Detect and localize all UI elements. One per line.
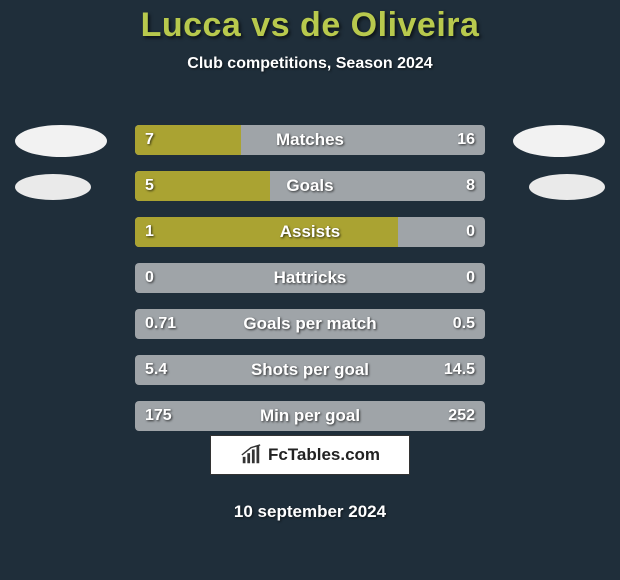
stat-row: 10Assists <box>0 210 620 256</box>
chart-icon <box>240 444 262 466</box>
stat-row: 5.414.5Shots per goal <box>0 348 620 394</box>
footer-date: 10 september 2024 <box>0 502 620 522</box>
stat-bar: 5.414.5Shots per goal <box>135 355 485 385</box>
stat-row: 0.710.5Goals per match <box>0 302 620 348</box>
footer-logo[interactable]: FcTables.com <box>210 435 410 475</box>
stat-row: 00Hattricks <box>0 256 620 302</box>
stat-label: Assists <box>135 217 485 247</box>
player-badge-right <box>513 125 605 157</box>
player-badge-left <box>15 125 107 157</box>
comparison-page: Lucca vs de Oliveira Club competitions, … <box>0 0 620 580</box>
stat-bar: 10Assists <box>135 217 485 247</box>
page-title: Lucca vs de Oliveira <box>0 0 620 45</box>
stat-label: Goals <box>135 171 485 201</box>
stat-label: Matches <box>135 125 485 155</box>
page-subtitle: Club competitions, Season 2024 <box>0 55 620 73</box>
stat-bar: 175252Min per goal <box>135 401 485 431</box>
stat-label: Hattricks <box>135 263 485 293</box>
stat-label: Min per goal <box>135 401 485 431</box>
stat-row: 716Matches <box>0 118 620 164</box>
stat-bar: 0.710.5Goals per match <box>135 309 485 339</box>
stat-label: Shots per goal <box>135 355 485 385</box>
stat-bar: 00Hattricks <box>135 263 485 293</box>
footer-logo-text: FcTables.com <box>268 445 380 465</box>
comparison-chart: 716Matches 58Goals 10Assists 00Hattricks 0.7… <box>0 118 620 440</box>
stat-label: Goals per match <box>135 309 485 339</box>
player-badge-right <box>529 174 605 200</box>
stat-bar: 716Matches <box>135 125 485 155</box>
stat-bar: 58Goals <box>135 171 485 201</box>
player-badge-left <box>15 174 91 200</box>
stat-row: 175252Min per goal <box>0 394 620 440</box>
stat-row: 58Goals <box>0 164 620 210</box>
